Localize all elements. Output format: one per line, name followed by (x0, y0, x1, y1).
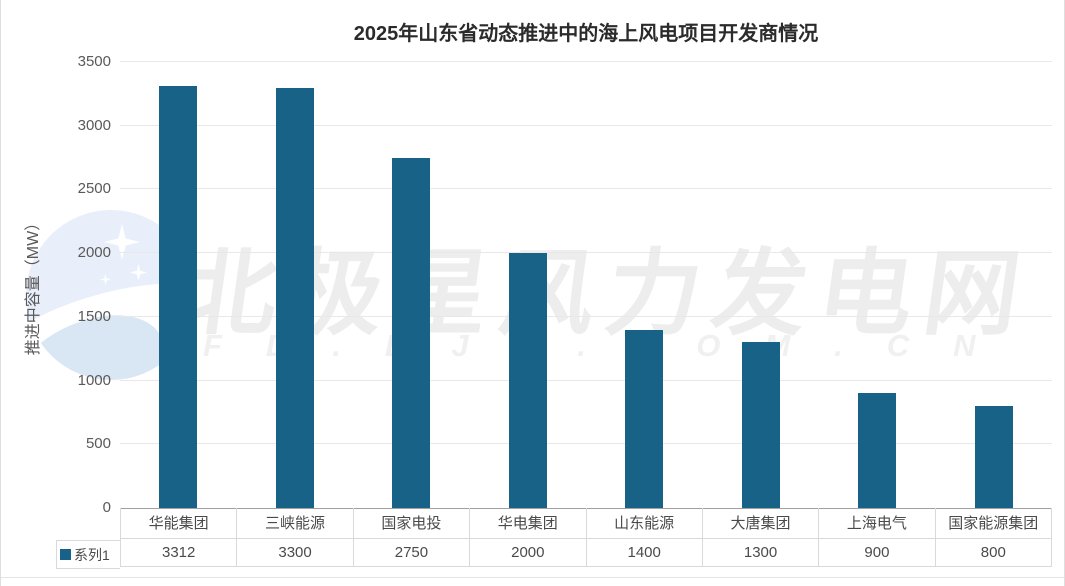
value-row: 3312 3300 2750 2000 1400 1300 900 800 (120, 539, 1052, 567)
gridline-1000 (120, 379, 1052, 381)
legend-label: 系列1 (74, 546, 110, 563)
value-cell-华电集团: 2000 (470, 539, 587, 567)
bar-华能集团 (159, 85, 198, 508)
category-cell-华电集团: 华电集团 (470, 508, 587, 539)
gridline-3500 (120, 61, 1052, 62)
gridline-500 (120, 443, 1052, 445)
value-cell-大唐集团: 1300 (702, 539, 820, 567)
category-cell-国家电投: 国家电投 (353, 508, 471, 539)
bar-国家能源集团 (974, 406, 1013, 508)
chart-title: 2025年山东省动态推进中的海上风电项目开发商情况 (353, 23, 819, 45)
y-tick-label-3000: 3000 (77, 116, 111, 134)
value-cell-上海电气: 900 (819, 539, 936, 567)
category-cell-上海电气: 上海电气 (819, 508, 936, 539)
value-cell-国家能源集团: 800 (935, 539, 1052, 567)
value-cell-华能集团: 3312 (120, 539, 238, 567)
watermark-subtext: FD.BJX.COM.CN (203, 328, 1020, 363)
star-icon (100, 274, 111, 285)
value-cell-山东能源: 1400 (586, 539, 703, 567)
data-table: 华能集团 三峡能源 国家电投 华电集团 山东能源 大唐集团 上海电气 国家能源集团 3312 3… (120, 508, 1052, 567)
category-cell-山东能源: 山东能源 (586, 508, 703, 539)
category-cell-大唐集团: 大唐集团 (702, 508, 820, 539)
legend-item: 系列1 (56, 540, 120, 569)
bar-上海电气 (858, 393, 897, 508)
y-axis-title: 推进中容量（MW） (25, 214, 42, 356)
value-cell-三峡能源: 3300 (237, 539, 354, 567)
y-tick-label-1000: 1000 (77, 371, 111, 389)
bottom-divider (1, 577, 1064, 578)
y-tick-label-0: 0 (102, 499, 111, 516)
y-tick-label-1500: 1500 (77, 307, 111, 325)
bar-国家电投 (392, 157, 431, 508)
category-header-row: 华能集团 三峡能源 国家电投 华电集团 山东能源 大唐集团 上海电气 国家能源集团 (120, 508, 1052, 539)
category-cell-国家能源集团: 国家能源集团 (935, 508, 1052, 539)
y-tick-label-2500: 2500 (77, 180, 111, 198)
gridline-2000 (120, 252, 1052, 254)
y-tick-label-3500: 3500 (77, 53, 111, 70)
y-tick-label-500: 500 (85, 435, 111, 453)
legend-swatch-icon (60, 549, 71, 560)
gridline-2500 (120, 188, 1052, 190)
y-tick-label-2000: 2000 (77, 244, 111, 262)
bar-山东能源 (625, 329, 664, 508)
category-cell-三峡能源: 三峡能源 (237, 508, 354, 539)
category-cell-华能集团: 华能集团 (120, 508, 238, 539)
bar-三峡能源 (275, 87, 314, 508)
gridline-1500 (120, 315, 1052, 317)
bar-华电集团 (508, 253, 547, 508)
gridline-3000 (120, 124, 1052, 126)
value-cell-国家电投: 2750 (353, 539, 471, 567)
bar-大唐集团 (741, 342, 780, 508)
plot-area (120, 61, 1052, 509)
